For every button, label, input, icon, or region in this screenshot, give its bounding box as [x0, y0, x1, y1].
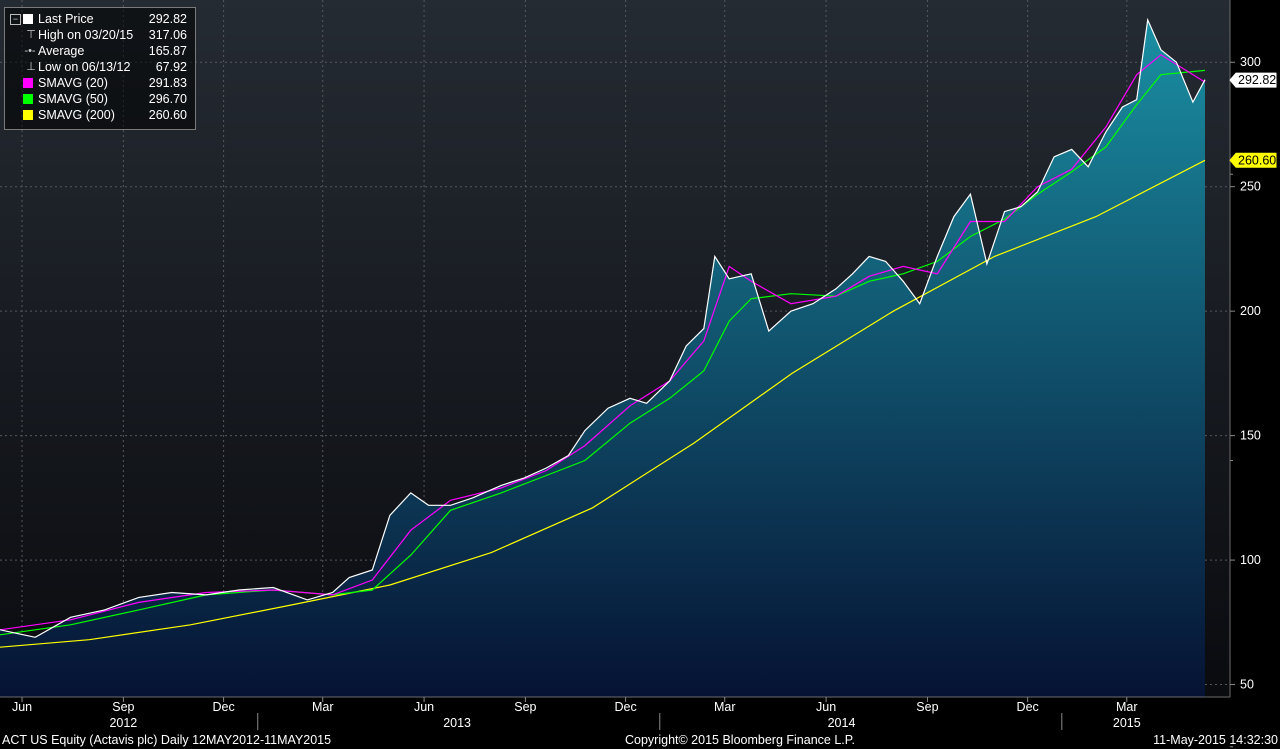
price-tag: 260.60: [1229, 152, 1277, 168]
sma200-line: [0, 159, 1206, 648]
legend-item-sma20: SMAVG (20) 291.83: [5, 75, 191, 91]
legend-swatch-sma20: [23, 78, 33, 88]
price-area-fill: [0, 19, 1205, 697]
x-tick-label: Sep: [112, 700, 134, 714]
x-axis-ticks: Jun Sep Dec Mar Jun Sep Dec Mar Jun Sep Dec Mar 2012…: [12, 697, 1141, 730]
legend-value: 165.87: [148, 44, 187, 58]
x-year-label: 2013: [443, 716, 471, 730]
price-tags: 292.82 260.60: [1229, 72, 1277, 168]
legend-value: 296.70: [148, 92, 187, 106]
x-tick-label: Mar: [1116, 700, 1138, 714]
y-tick-label: 200: [1240, 304, 1261, 318]
y-tick-label: 150: [1240, 429, 1261, 443]
legend-value: 292.82: [148, 12, 187, 26]
price-tag-shape: [1229, 72, 1277, 88]
y-tick-label: 250: [1240, 180, 1261, 194]
legend-label: High on 03/20/15: [38, 28, 134, 42]
footer-copyright: Copyright© 2015 Bloomberg Finance L.P.: [625, 733, 855, 747]
legend-item-low: ⊥ Low on 06/13/12 67.92: [5, 59, 191, 75]
low-marker-icon: ⊥: [26, 61, 36, 73]
x-year-label: 2014: [828, 716, 856, 730]
legend-swatch-last-price: [23, 14, 33, 24]
y-tick-label: 100: [1240, 553, 1261, 567]
x-tick-label: Sep: [514, 700, 536, 714]
sma20-line: [0, 54, 1206, 631]
legend-label: SMAVG (20): [38, 76, 108, 90]
footer-security-info: ACT US Equity (Actavis plc) Daily 12MAY2…: [2, 733, 332, 747]
x-tick-label: Sep: [916, 700, 938, 714]
x-tick-label: Dec: [615, 700, 637, 714]
footer-timestamp: 11-May-2015 14:32:30: [1153, 733, 1278, 747]
y-tick-label: 50: [1240, 678, 1254, 692]
high-marker-icon: ⊤: [26, 29, 36, 41]
y-tick-label: 300: [1240, 55, 1261, 69]
x-tick-label: Mar: [312, 700, 334, 714]
x-tick-label: Dec: [212, 700, 234, 714]
x-tick-label: Jun: [414, 700, 434, 714]
price-tag-shape: [1229, 152, 1277, 168]
price-tag-label: 292.82: [1238, 73, 1276, 87]
x-tick-label: Jun: [12, 700, 32, 714]
legend-label: SMAVG (50): [38, 92, 108, 106]
legend-value: 317.06: [148, 28, 187, 42]
legend-value: 291.83: [148, 76, 187, 90]
legend-label: Last Price: [38, 12, 94, 26]
legend-item-sma50: SMAVG (50) 296.70: [5, 91, 191, 107]
legend-swatch-sma50: [23, 94, 33, 104]
x-year-label: 2012: [109, 716, 137, 730]
legend-item-average: -•- Average 165.87: [5, 43, 191, 59]
price-tag-label: 260.60: [1238, 153, 1276, 167]
x-tick-label: Mar: [714, 700, 736, 714]
legend-swatch-sma200: [23, 110, 33, 120]
average-marker-icon: -•-: [24, 45, 36, 57]
price-tag: 292.82: [1229, 72, 1277, 88]
x-tick-label: Dec: [1017, 700, 1039, 714]
legend-item-sma200: SMAVG (200) 260.60: [5, 107, 191, 123]
legend-label: Low on 06/13/12: [38, 60, 131, 74]
x-tick-label: Jun: [816, 700, 836, 714]
legend-item-last-price: − Last Price 292.82: [5, 11, 191, 27]
legend-label: SMAVG (200): [38, 108, 115, 122]
legend-item-high: ⊤ High on 03/20/15 317.06: [5, 27, 191, 43]
collapse-icon[interactable]: −: [10, 14, 21, 25]
legend: − Last Price 292.82 ⊤ High on 03/20/15 3…: [4, 7, 196, 130]
legend-label: Average: [38, 44, 85, 58]
y-axis-ticks: 50 100 150 200 250 300: [1230, 55, 1261, 748]
legend-value: 260.60: [148, 108, 187, 122]
legend-value: 67.92: [155, 60, 187, 74]
last-price-line: [0, 17, 1206, 638]
x-year-label: 2015: [1113, 716, 1141, 730]
